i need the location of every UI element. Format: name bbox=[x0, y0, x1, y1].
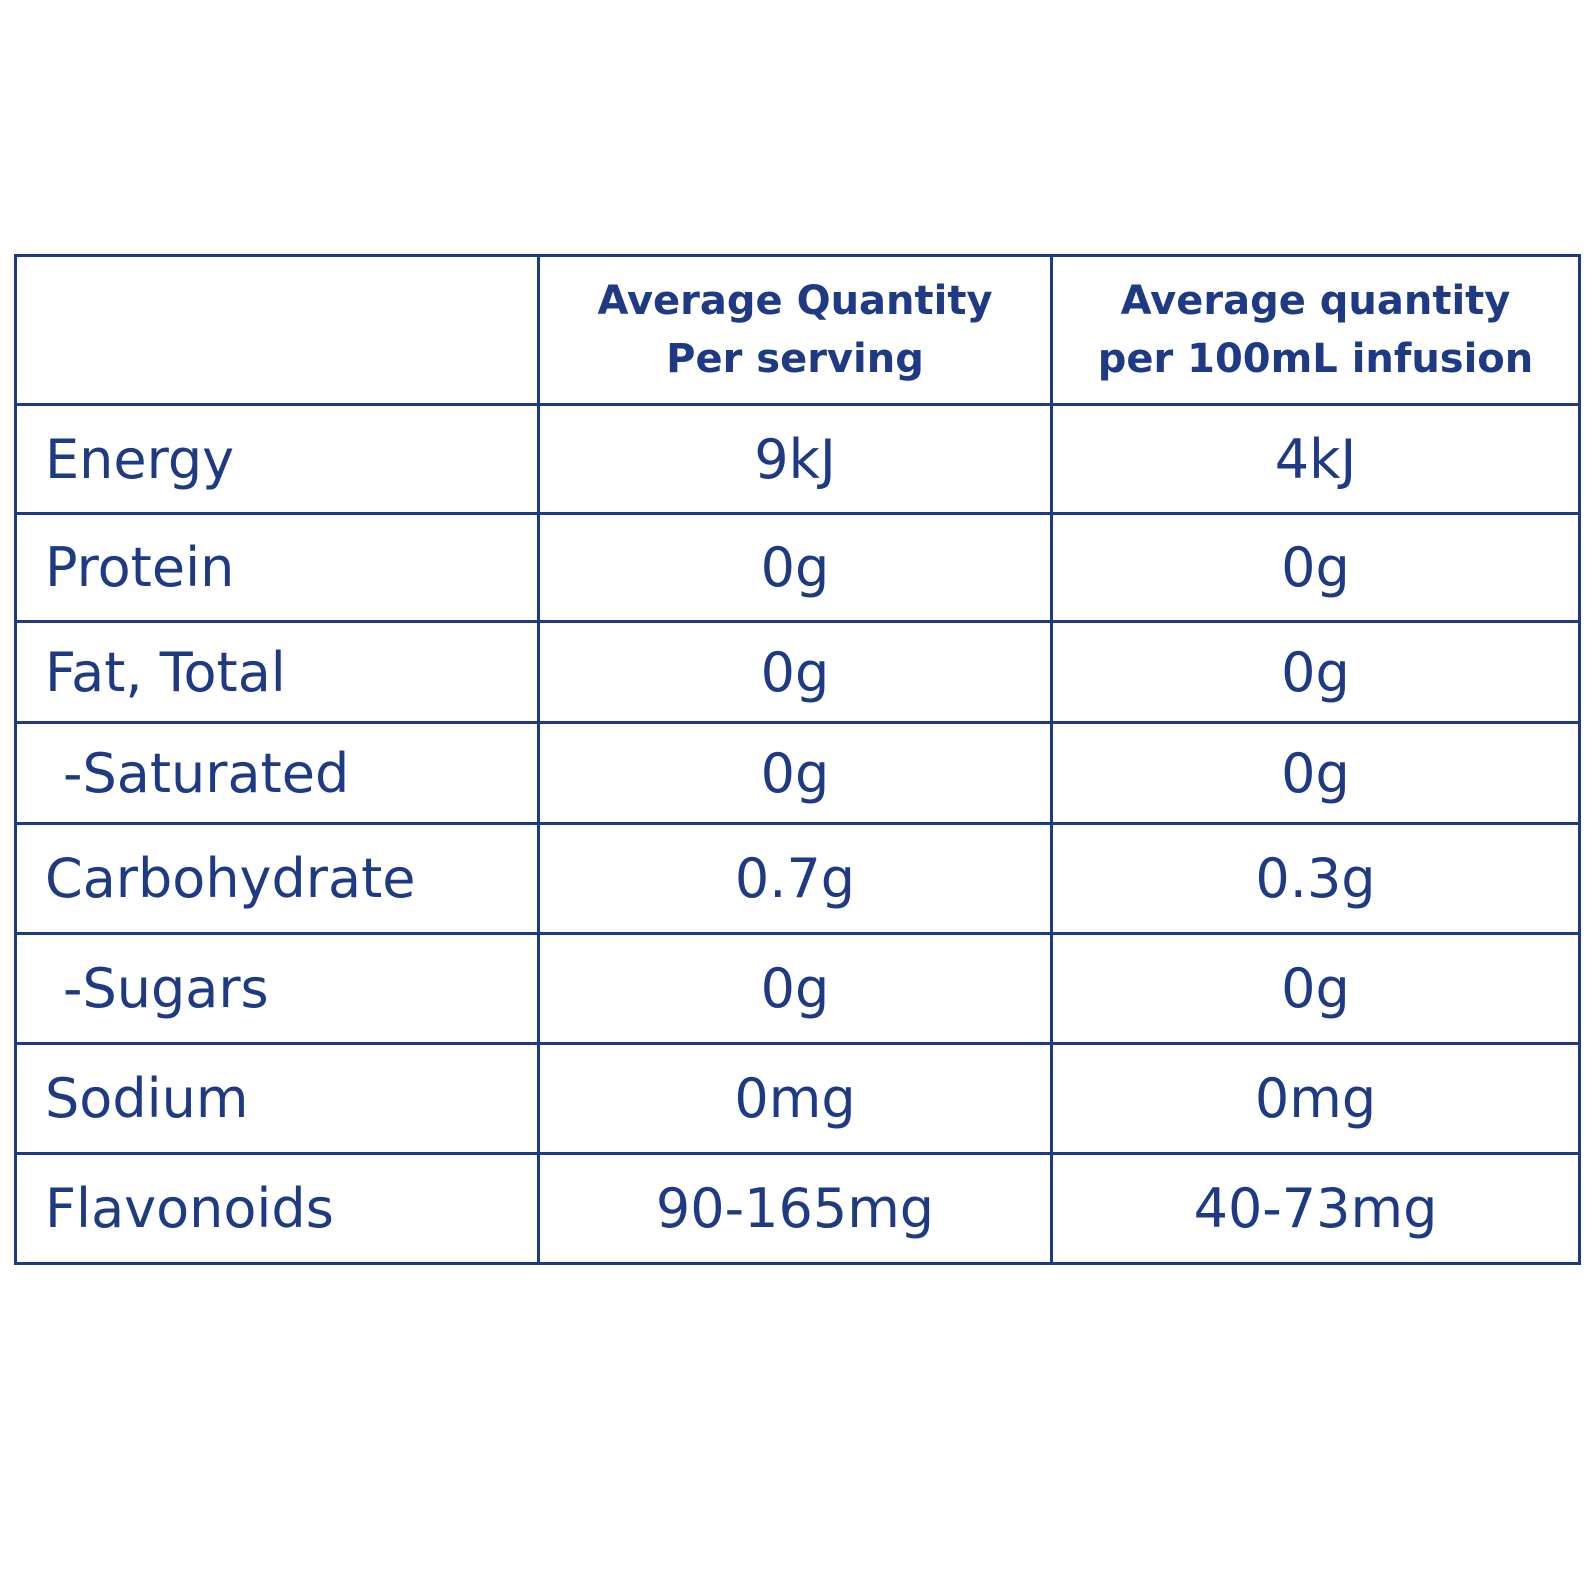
table-row: -Sugars 0g 0g bbox=[14, 932, 1581, 1045]
row-label: Fat, Total bbox=[14, 620, 540, 724]
cell-value: 9kJ bbox=[537, 403, 1053, 515]
cell-value: 90-165mg bbox=[537, 1152, 1053, 1265]
table-row: -Saturated 0g 0g bbox=[14, 721, 1581, 825]
cell-value: 0.3g bbox=[1050, 822, 1581, 935]
table-row: Fat, Total 0g 0g bbox=[14, 620, 1581, 724]
header-row: Average Quantity Per serving Average quant… bbox=[14, 254, 1581, 406]
nutrition-table: Average Quantity Per serving Average quant… bbox=[14, 254, 1581, 1265]
header-line: Average Quantity bbox=[597, 278, 993, 324]
cell-value: 0g bbox=[1050, 721, 1581, 825]
cell-value: 4kJ bbox=[1050, 403, 1581, 515]
cell-value: 0g bbox=[537, 932, 1053, 1045]
row-label: -Sugars bbox=[14, 932, 540, 1045]
table-row: Energy 9kJ 4kJ bbox=[14, 403, 1581, 515]
header-line: Average quantity bbox=[1120, 278, 1511, 324]
cell-value: 0mg bbox=[1050, 1042, 1581, 1155]
cell-value: 0mg bbox=[537, 1042, 1053, 1155]
row-label: Sodium bbox=[14, 1042, 540, 1155]
row-label: -Saturated bbox=[14, 721, 540, 825]
row-label: Carbohydrate bbox=[14, 822, 540, 935]
cell-value: 0g bbox=[537, 721, 1053, 825]
cell-value: 0.7g bbox=[537, 822, 1053, 935]
table-row: Flavonoids 90-165mg 40-73mg bbox=[14, 1152, 1581, 1265]
header-line: per 100mL infusion bbox=[1097, 336, 1534, 382]
table-row: Sodium 0mg 0mg bbox=[14, 1042, 1581, 1155]
cell-value: 0g bbox=[537, 512, 1053, 623]
cell-value: 0g bbox=[1050, 512, 1581, 623]
header-line: Per serving bbox=[666, 336, 924, 382]
table-row: Carbohydrate 0.7g 0.3g bbox=[14, 822, 1581, 935]
cell-value: 40-73mg bbox=[1050, 1152, 1581, 1265]
header-cell: Average Quantity Per serving bbox=[537, 254, 1053, 406]
header-cell bbox=[14, 254, 540, 406]
table-row: Protein 0g 0g bbox=[14, 512, 1581, 623]
cell-value: 0g bbox=[1050, 932, 1581, 1045]
row-label: Protein bbox=[14, 512, 540, 623]
row-label: Energy bbox=[14, 403, 540, 515]
cell-value: 0g bbox=[537, 620, 1053, 724]
row-label: Flavonoids bbox=[14, 1152, 540, 1265]
cell-value: 0g bbox=[1050, 620, 1581, 724]
header-cell: Average quantity per 100mL infusion bbox=[1050, 254, 1581, 406]
